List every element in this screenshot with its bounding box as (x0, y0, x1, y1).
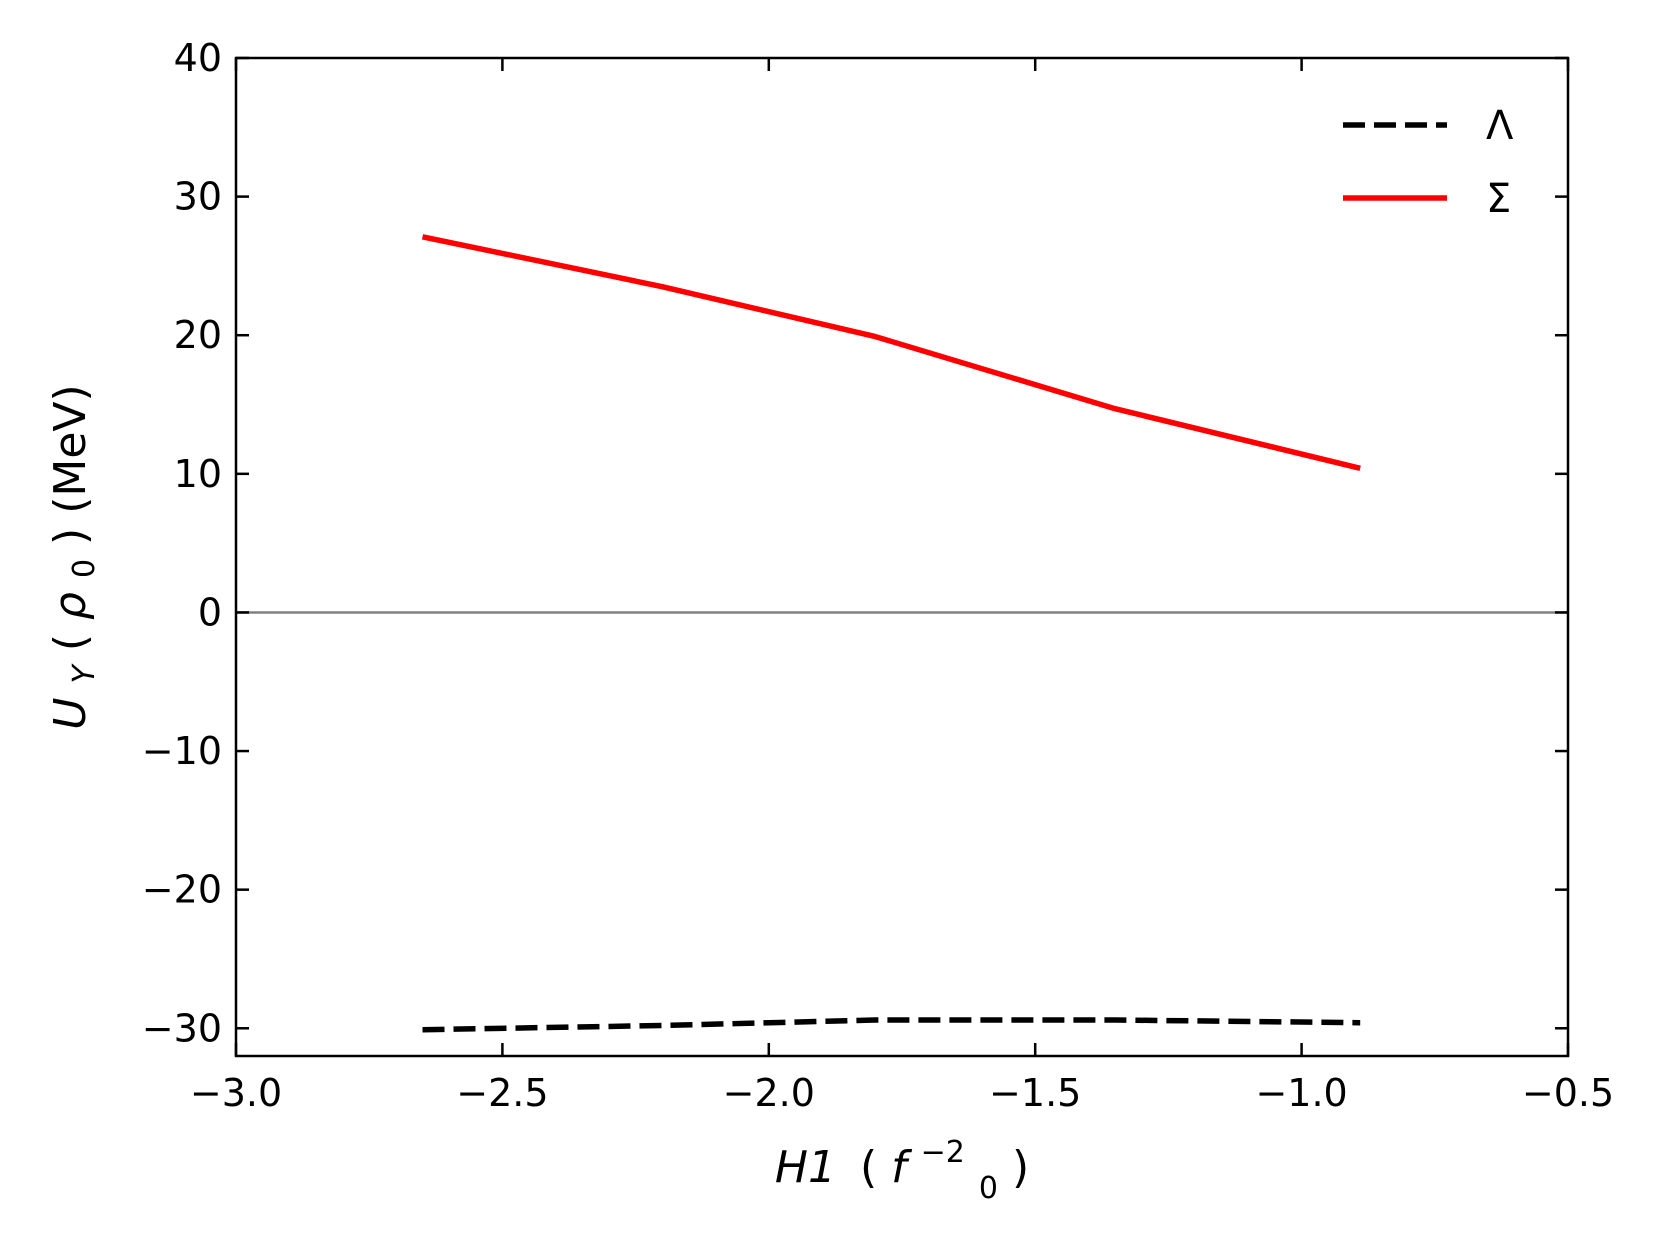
x-axis-label: H1 ( f −2 0 ) (775, 1122, 1029, 1209)
x-tick-label: −1.5 (989, 1071, 1081, 1115)
y-tick-label: 40 (174, 36, 222, 80)
x-axis-label-unit-sub: 0 (979, 1171, 998, 1206)
y-tick-label: 30 (174, 175, 222, 219)
x-tick-label: −0.5 (1522, 1071, 1614, 1115)
x-axis-label-paren-open: ( (860, 1142, 877, 1193)
y-axis-label-arg: ρ (45, 592, 96, 620)
y-tick-label: 20 (174, 313, 222, 357)
x-axis-label-paren-close: ) (1012, 1142, 1029, 1193)
x-axis-label-main: H1 (775, 1142, 836, 1193)
series-layer (421, 234, 1361, 1033)
legend: ΛΣ (1343, 103, 1514, 222)
y-tick-label: 10 (174, 452, 222, 496)
y-axis-label-main: U (45, 697, 96, 729)
x-tick-label: −2.5 (456, 1071, 548, 1115)
y-axis-label-arg-open: ( (45, 634, 96, 651)
y-tick-label: −10 (142, 729, 222, 773)
y-axis-label: U Y ( ρ 0 ) (MeV) (45, 384, 105, 729)
x-tick-label: −1.0 (1255, 1071, 1347, 1115)
y-axis-label-sub: Y (67, 662, 102, 683)
series-line-sigma (421, 234, 1361, 471)
legend-label: Σ (1486, 176, 1511, 222)
y-tick-label: −20 (142, 868, 222, 912)
y-tick-label: 0 (198, 590, 222, 634)
series-line-lambda (422, 1017, 1361, 1033)
tick-layer: −3.0 −2.5 −2.0 −1.5 −1.0 −0.5 −30 −20 −10 0 10 20 30… (142, 36, 1614, 1115)
x-tick-label: −3.0 (190, 1071, 282, 1115)
y-axis-label-unit: (MeV) (45, 384, 96, 513)
y-axis-label-arg-close: ) (45, 528, 96, 545)
x-axis-label-unit: f (891, 1142, 913, 1193)
plot-frame (234, 56, 1570, 1058)
legend-label: Λ (1486, 103, 1514, 149)
x-tick-label: −2.0 (723, 1071, 815, 1115)
y-axis-label-arg-sub: 0 (67, 559, 102, 578)
y-tick-label: −30 (142, 1006, 222, 1050)
x-axis-label-unit-sup: −2 (921, 1135, 965, 1170)
